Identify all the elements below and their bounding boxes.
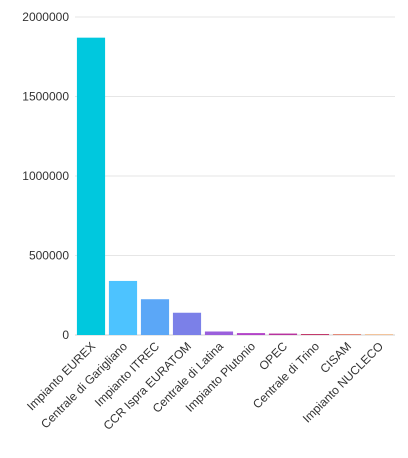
bar[interactable] — [204, 331, 234, 335]
bar[interactable] — [300, 334, 330, 335]
bar[interactable] — [364, 334, 394, 335]
y-tick-label: 2000000 — [22, 10, 69, 24]
bar[interactable] — [76, 37, 106, 336]
y-tick-label: 1500000 — [22, 90, 69, 104]
bar[interactable] — [236, 333, 266, 335]
bars — [76, 37, 394, 336]
bar[interactable] — [268, 333, 298, 335]
y-tick-label: 500000 — [29, 249, 69, 263]
y-tick-label: 1000000 — [22, 169, 69, 183]
bar[interactable] — [108, 280, 138, 335]
bar[interactable] — [140, 299, 170, 335]
bar[interactable] — [172, 312, 202, 335]
bar[interactable] — [332, 334, 362, 335]
y-tick-label: 0 — [62, 328, 69, 342]
y-axis: 0 500000 1000000 1500000 2000000 — [22, 10, 69, 342]
